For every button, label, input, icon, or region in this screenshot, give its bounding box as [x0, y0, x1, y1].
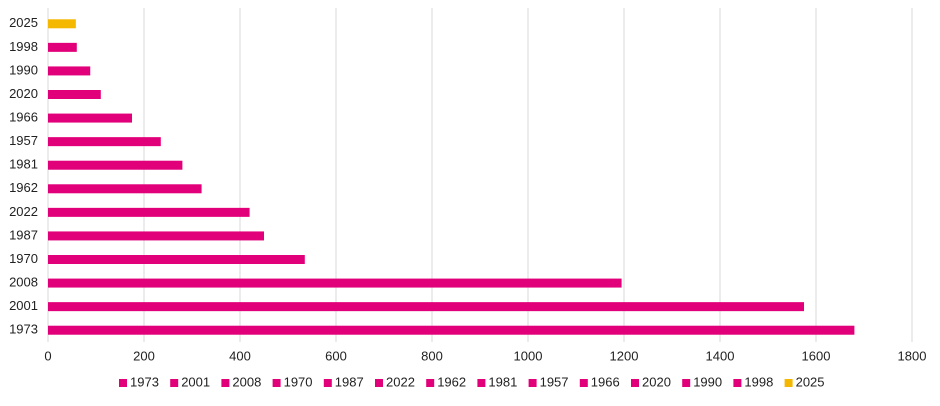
legend-swatch	[221, 379, 230, 387]
y-tick-label: 1998	[9, 39, 38, 54]
x-tick-label: 1600	[802, 348, 831, 363]
x-tick-label: 600	[325, 348, 347, 363]
legend-swatch	[682, 379, 691, 387]
y-tick-label: 2008	[9, 275, 38, 290]
bar	[48, 113, 132, 123]
bar	[48, 19, 76, 29]
legend-label: 2001	[181, 374, 210, 389]
legend-label: 1957	[540, 374, 569, 389]
bar	[48, 207, 250, 217]
bar	[48, 184, 202, 194]
legend-label: 1966	[591, 374, 620, 389]
legend-swatch	[119, 379, 127, 387]
bar	[48, 66, 91, 76]
y-tick-label: 2020	[9, 86, 38, 101]
x-tick-label: 1800	[898, 348, 927, 363]
legend-label: 2022	[386, 374, 415, 389]
y-tick-label: 1981	[9, 157, 38, 172]
y-tick-label: 1966	[9, 110, 38, 125]
legend-label: 1987	[335, 374, 364, 389]
bar	[48, 90, 101, 99]
x-tick-label: 800	[421, 348, 443, 363]
legend-swatch	[579, 379, 588, 387]
x-tick-label: 1400	[706, 348, 735, 363]
legend-label: 1970	[284, 374, 313, 389]
bar	[48, 231, 264, 241]
x-tick-label: 0	[44, 348, 51, 363]
legend-label: 2025	[796, 374, 825, 389]
y-tick-label: 1962	[9, 180, 38, 195]
x-tick-label: 200	[133, 348, 155, 363]
legend-label: 1962	[437, 374, 466, 389]
legend-swatch	[528, 379, 537, 387]
bar	[48, 160, 183, 170]
legend-label: 1973	[130, 374, 159, 389]
legend-swatch	[375, 379, 383, 387]
bar	[48, 302, 804, 312]
legend-swatch	[272, 379, 281, 387]
legend-swatch	[631, 379, 639, 387]
legend-label: 1990	[693, 374, 722, 389]
y-tick-label: 2001	[9, 298, 38, 313]
legend-swatch	[784, 379, 793, 387]
y-tick-label: 2022	[9, 204, 38, 219]
y-tick-label: 1973	[9, 322, 38, 337]
bar	[48, 278, 622, 288]
bar	[48, 137, 161, 147]
legend-label: 2020	[642, 374, 671, 389]
bar	[48, 325, 855, 335]
legend-swatch	[323, 379, 332, 387]
bar	[48, 255, 305, 264]
y-tick-label: 1987	[9, 227, 38, 242]
legend-swatch	[426, 379, 435, 387]
bar	[48, 42, 77, 52]
legend-swatch	[170, 379, 179, 387]
legend-label: 1998	[744, 374, 773, 389]
y-tick-label: 1970	[9, 251, 38, 266]
legend-swatch	[733, 379, 742, 387]
legend-label: 2008	[232, 374, 261, 389]
legend-swatch	[477, 379, 486, 387]
y-tick-label: 1957	[9, 133, 38, 148]
y-tick-label: 1990	[9, 62, 38, 77]
y-tick-label: 2025	[9, 15, 38, 30]
legend-label: 1981	[488, 374, 517, 389]
x-tick-label: 400	[229, 348, 251, 363]
x-tick-label: 1000	[514, 348, 543, 363]
x-tick-label: 1200	[610, 348, 639, 363]
